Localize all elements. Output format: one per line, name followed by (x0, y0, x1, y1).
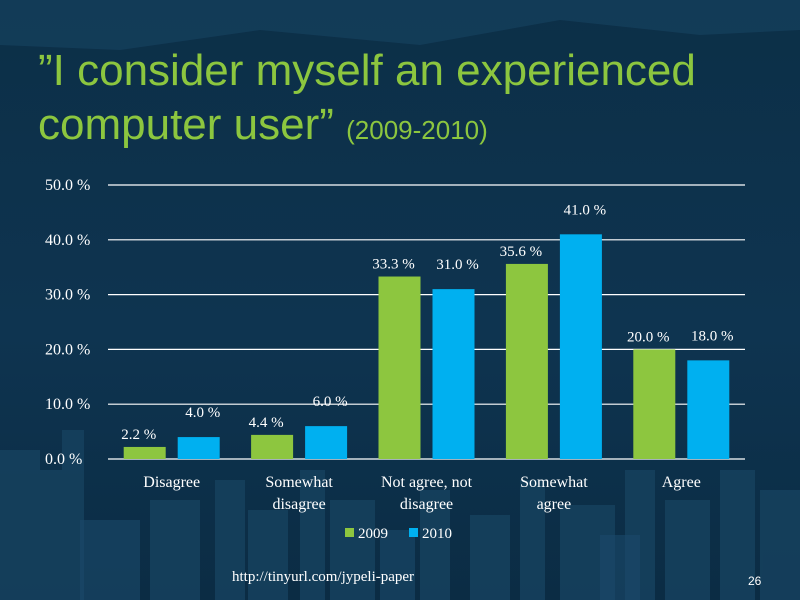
slide-title: ”I consider myself an experienced comput… (38, 44, 800, 157)
y-axis-tick-labels: 0.0 % 10.0 % 20.0 % 30.0 % 40.0 % 50.0 % (45, 177, 90, 468)
y-tick-label: 20.0 % (45, 341, 90, 358)
data-label: 31.0 % (436, 257, 479, 273)
x-category-label: disagree (272, 496, 325, 513)
chart-legend: 2009 2010 (345, 526, 452, 542)
y-tick-label: 30.0 % (45, 287, 90, 304)
slide-title-main: ”I consider myself an experienced comput… (38, 46, 696, 149)
bar-2009-2 (378, 276, 421, 459)
data-label: 41.0 % (564, 202, 607, 218)
x-category-label: Somewhat (520, 474, 588, 491)
bar-2010-3 (559, 234, 602, 459)
y-tick-label: 50.0 % (45, 177, 90, 194)
data-label: 4.0 % (185, 405, 220, 421)
legend-label-2009: 2009 (358, 526, 388, 542)
chart-bars (123, 234, 730, 459)
y-tick-label: 40.0 % (45, 232, 90, 249)
bar-2009-0 (123, 446, 166, 459)
x-category-label: Not agree, not (381, 474, 473, 491)
bar-2010-1 (305, 426, 348, 459)
source-link[interactable]: http://tinyurl.com/jypeli-paper (232, 569, 415, 585)
data-label: 2.2 % (121, 427, 156, 443)
slide-title-subtitle: (2009-2010) (346, 115, 488, 145)
y-tick-label: 10.0 % (45, 396, 90, 413)
bar-2010-2 (432, 289, 475, 459)
bar-2010-4 (687, 360, 730, 459)
chart-data-labels: 2.2 % 4.0 % 4.4 % 6.0 % 33.3 % 31.0 % 35.6 % 41… (121, 202, 733, 443)
x-axis-category-labels: Disagree Somewhat disagree Not agree, not di… (143, 474, 701, 513)
x-category-label: Agree (662, 474, 701, 491)
legend-label-2010: 2010 (422, 526, 452, 542)
data-label: 4.4 % (249, 415, 284, 431)
bar-2010-0 (177, 437, 220, 459)
bar-2009-4 (633, 349, 676, 459)
y-tick-label: 0.0 % (45, 451, 82, 468)
legend-swatch-2010 (409, 528, 418, 537)
data-label: 18.0 % (691, 328, 734, 344)
bar-2009-3 (505, 263, 548, 459)
x-category-label: agree (537, 496, 572, 513)
bar-2009-1 (251, 434, 294, 459)
data-label: 33.3 % (372, 257, 415, 273)
data-label: 20.0 % (627, 329, 670, 345)
x-category-label: Disagree (143, 474, 200, 491)
page-number: 26 (748, 574, 762, 588)
data-label: 35.6 % (500, 244, 543, 260)
x-category-label: disagree (400, 496, 453, 513)
legend-swatch-2009 (345, 528, 354, 537)
data-label: 6.0 % (313, 394, 348, 410)
x-category-label: Somewhat (265, 474, 333, 491)
